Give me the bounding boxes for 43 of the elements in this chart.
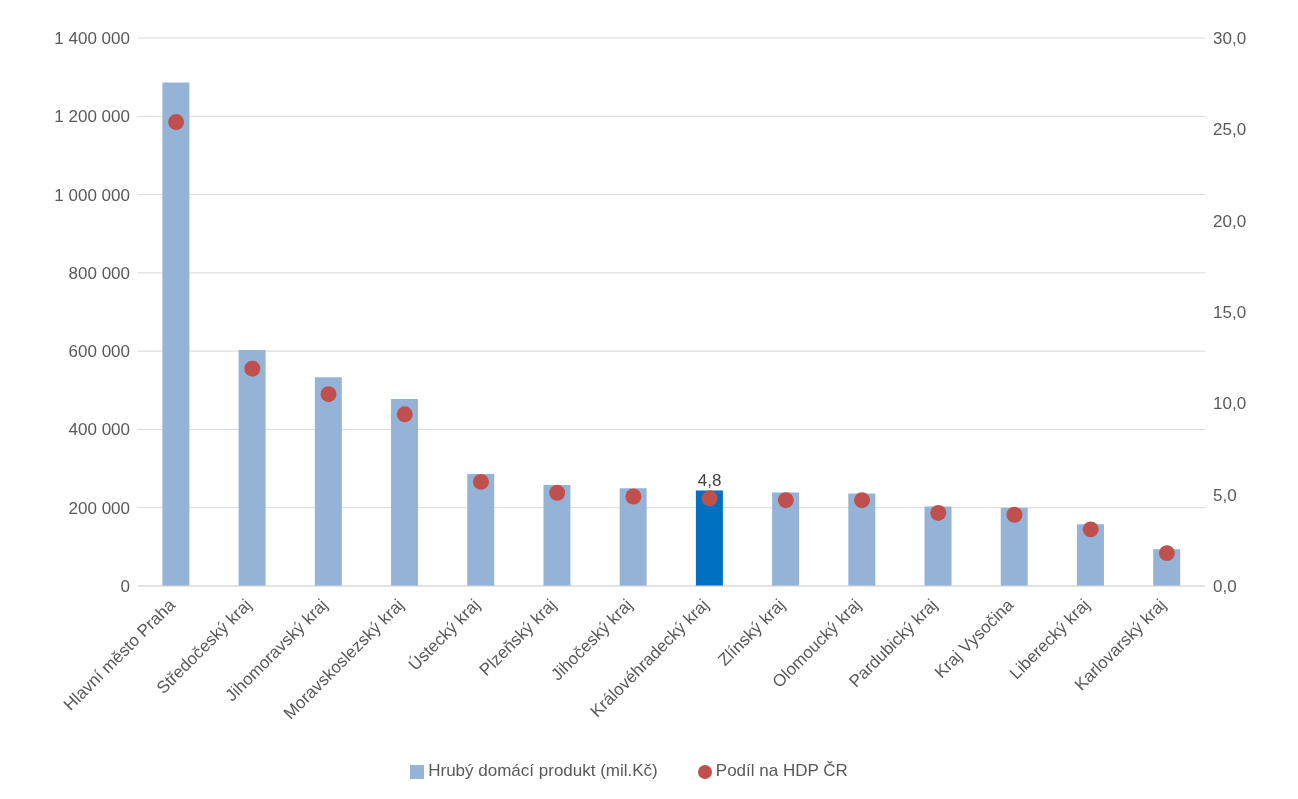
bar	[695, 490, 723, 586]
y2-tick-label: 15,0	[1213, 303, 1247, 323]
bar	[162, 82, 190, 586]
y-tick-label: 400 000	[68, 420, 130, 440]
y2-tick-label: 5,0	[1213, 485, 1237, 505]
y-tick-label: 800 000	[68, 263, 130, 283]
y-tick-label: 200 000	[68, 498, 130, 518]
bar	[467, 474, 495, 586]
y2-tick-label: 25,0	[1213, 120, 1247, 140]
y2-tick-label: 10,0	[1213, 394, 1247, 414]
point	[244, 360, 261, 377]
point	[549, 484, 566, 501]
data-label: 4,8	[697, 470, 722, 490]
point	[854, 492, 871, 509]
point	[1082, 521, 1099, 538]
bar	[314, 377, 342, 586]
point	[320, 386, 337, 403]
bar	[772, 492, 800, 586]
y2-tick-label: 0,0	[1213, 577, 1237, 597]
y-tick-label: 1 000 000	[54, 185, 130, 205]
bar	[543, 485, 571, 586]
point	[396, 406, 413, 423]
bar	[238, 349, 266, 586]
legend-label: Hrubý domácí produkt (mil.Kč)	[428, 761, 658, 780]
y2-tick-label: 20,0	[1213, 211, 1247, 231]
bar	[619, 488, 647, 586]
bar	[924, 506, 952, 586]
legend-label: Podíl na HDP ČR	[715, 761, 848, 780]
point	[168, 114, 185, 130]
point	[701, 490, 718, 507]
point	[1158, 545, 1175, 562]
y-tick-label: 0	[120, 577, 130, 597]
bar	[848, 493, 876, 586]
point	[777, 492, 794, 509]
point	[472, 473, 489, 490]
y2-tick-label: 30,0	[1213, 29, 1247, 49]
point	[1006, 506, 1023, 523]
y-tick-label: 1 200 000	[54, 107, 130, 127]
y-tick-label: 600 000	[68, 342, 130, 362]
y-tick-label: 1 400 000	[54, 29, 130, 49]
bar	[391, 398, 419, 586]
point	[625, 488, 642, 505]
point	[930, 504, 947, 521]
